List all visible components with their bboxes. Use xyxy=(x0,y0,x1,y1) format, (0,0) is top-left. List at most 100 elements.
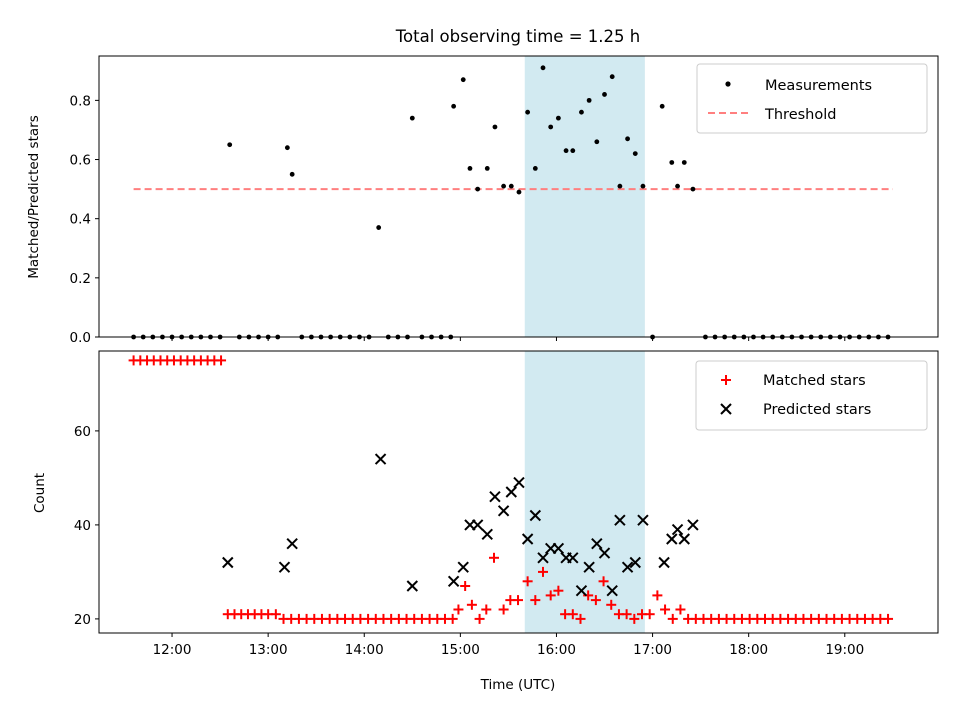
matched-star-point xyxy=(466,599,477,610)
count-y-axis: 20 40 60 xyxy=(74,424,99,628)
ratio-panel-frame xyxy=(98,55,939,338)
measurement-point xyxy=(586,97,592,103)
predicted-star-point xyxy=(552,542,565,555)
matched-star-point xyxy=(498,604,509,615)
predicted-star-point xyxy=(629,556,641,569)
measurement-point xyxy=(669,160,675,165)
matched-star-point xyxy=(575,613,586,624)
matched-star-point xyxy=(660,604,671,615)
count-panel-frame xyxy=(98,350,939,634)
predicted-star-point xyxy=(621,561,634,573)
predicted-star-point xyxy=(489,490,501,503)
predicted-stars-points xyxy=(222,453,699,597)
ratio-y-tick-label: 0.2 xyxy=(70,271,91,287)
predicted-star-point xyxy=(278,561,291,573)
measurement-point xyxy=(640,183,646,189)
count-x-tick-label: 15:00 xyxy=(441,642,480,658)
count-y-tick-label: 40 xyxy=(74,518,91,534)
count-y-tick-label: 60 xyxy=(74,424,91,440)
predicted-star-point xyxy=(687,519,699,531)
ratio-y-label: Matched/Predicted stars xyxy=(26,115,42,278)
matched-star-point xyxy=(545,590,556,601)
legend-threshold-label: Threshold xyxy=(764,107,836,123)
ratio-legend-box xyxy=(696,63,928,134)
matched-star-point xyxy=(522,576,533,587)
legend-matched-plus xyxy=(721,375,731,385)
matched-star-point xyxy=(883,613,894,624)
count-x-tick-label: 17:00 xyxy=(633,642,672,658)
ratio-x-ticks xyxy=(171,337,846,341)
measurement-point xyxy=(540,65,546,71)
ratio-y-axis: 0.0 0.2 0.4 0.6 0.8 xyxy=(70,93,99,346)
count-x-tick-label: 13:00 xyxy=(249,642,288,658)
matched-star-point xyxy=(216,355,227,366)
count-x-tick-label: 12:00 xyxy=(153,642,192,658)
measurement-point xyxy=(594,139,600,145)
measurement-point xyxy=(516,189,522,195)
measurement-point xyxy=(690,186,696,192)
predicted-star-point xyxy=(591,537,603,550)
measurement-point xyxy=(508,183,514,189)
measurement-points xyxy=(131,65,891,340)
predicted-star-point xyxy=(497,505,510,517)
ratio-legend: Measurements Threshold xyxy=(696,63,928,134)
measurement-point xyxy=(467,166,473,171)
matched-star-point xyxy=(481,604,492,615)
x-axis-label: Time (UTC) xyxy=(480,677,556,693)
matched-star-point xyxy=(667,613,678,624)
matched-star-point xyxy=(621,609,632,620)
measurement-point xyxy=(675,183,680,189)
measurement-point xyxy=(451,103,457,109)
matched-star-point xyxy=(538,566,549,577)
predicted-star-point xyxy=(286,537,298,550)
measurement-point xyxy=(460,77,466,83)
measurement-point xyxy=(625,136,630,142)
ratio-y-tick-label: 0.8 xyxy=(70,93,91,109)
ratio-y-tick-label: 0.6 xyxy=(70,153,91,169)
measurement-point xyxy=(570,148,576,154)
predicted-star-point xyxy=(457,561,469,573)
ratio-y-tick-label: 0.4 xyxy=(70,212,91,228)
legend-matched-marker xyxy=(721,375,731,385)
predicted-star-point xyxy=(513,476,525,489)
matched-star-point xyxy=(270,609,281,620)
measurement-point xyxy=(284,145,290,151)
count-y-tick-label: 20 xyxy=(74,612,91,628)
measurement-point xyxy=(659,103,665,109)
predicted-star-point xyxy=(481,528,493,541)
count-x-tick-label: 19:00 xyxy=(825,642,864,658)
matched-star-point xyxy=(644,609,655,620)
measurement-point xyxy=(579,109,584,115)
predicted-star-point xyxy=(606,584,618,597)
count-x-tick-label: 14:00 xyxy=(345,642,384,658)
observing-window-highlight-bottom xyxy=(524,351,645,633)
predicted-star-point xyxy=(666,533,678,545)
legend-predicted-label: Predicted stars xyxy=(763,402,871,418)
matched-star-point xyxy=(474,613,485,624)
measurement-point xyxy=(681,160,687,165)
measurement-point xyxy=(484,166,490,171)
measurement-point xyxy=(492,124,498,130)
predicted-star-point xyxy=(637,514,649,526)
figure-title: Total observing time = 1.25 h xyxy=(395,27,640,46)
matched-star-point xyxy=(629,613,640,624)
matched-star-point xyxy=(453,604,464,615)
matched-star-point xyxy=(460,581,471,591)
matched-star-point xyxy=(567,609,578,620)
measurement-point xyxy=(409,115,415,121)
predicted-star-point xyxy=(447,575,460,588)
legend-matched-label: Matched stars xyxy=(763,373,866,389)
count-x-tick-label: 18:00 xyxy=(729,642,768,658)
measurement-point xyxy=(289,171,295,177)
predicted-star-point xyxy=(505,486,517,498)
observing-window-highlight xyxy=(524,56,645,337)
measurement-point xyxy=(548,124,554,130)
count-x-axis: 12:00 13:00 14:00 15:00 16:00 17:00 18:00 19:00 xyxy=(153,633,864,658)
count-x-tick-label: 16:00 xyxy=(537,642,576,658)
matched-star-point xyxy=(513,595,524,606)
predicted-star-point xyxy=(583,561,595,573)
count-legend-box xyxy=(695,360,928,431)
matched-star-point xyxy=(447,613,458,624)
predicted-star-point xyxy=(614,514,626,526)
